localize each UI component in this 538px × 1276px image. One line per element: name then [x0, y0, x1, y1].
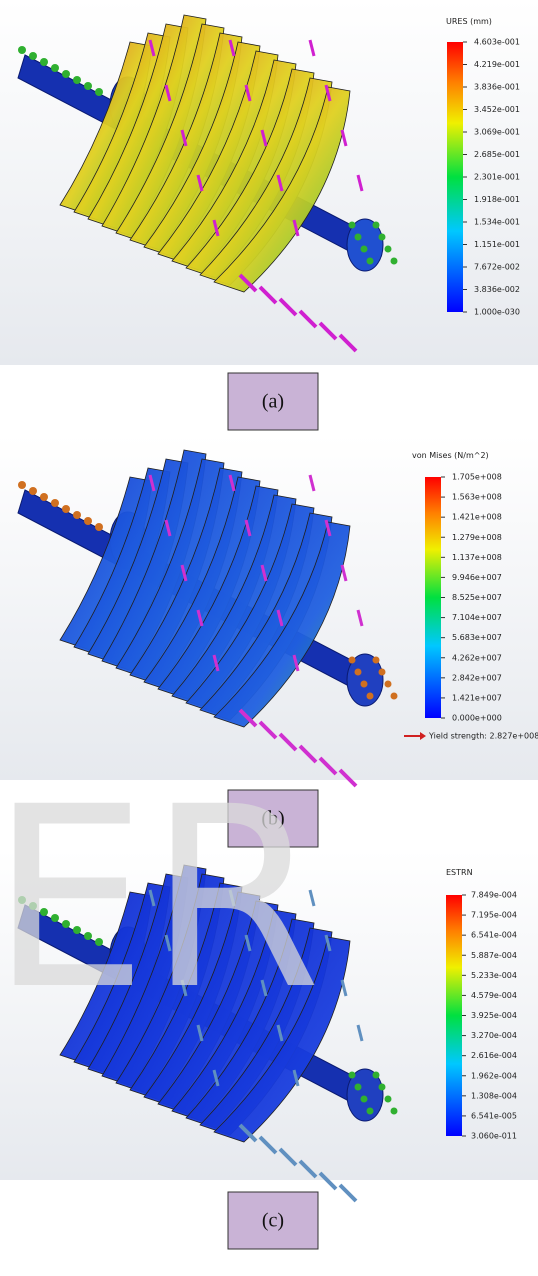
- colorbar-label: 1.962e-004: [471, 1071, 517, 1080]
- fixture: [73, 511, 81, 519]
- colorbar-label: 3.836e-002: [474, 285, 520, 294]
- colorbar-label: 1.308e-004: [471, 1091, 517, 1100]
- colorbar-label: 5.683e+007: [452, 633, 502, 642]
- watermark: ER: [0, 753, 322, 1044]
- colorbar: [425, 477, 441, 718]
- fixture: [18, 46, 26, 54]
- colorbar-label: 3.836e-001: [474, 83, 520, 92]
- fixture: [349, 222, 356, 229]
- colorbar-label: 5.887e-004: [471, 951, 517, 960]
- colorbar-label: 1.534e-001: [474, 218, 520, 227]
- colorbar: [447, 42, 463, 312]
- caption: (a): [262, 391, 284, 413]
- colorbar-label: 2.842e+007: [452, 673, 502, 682]
- colorbar-label: 2.301e-001: [474, 173, 520, 182]
- fixture: [355, 669, 362, 676]
- fixture: [361, 246, 368, 253]
- colorbar: [446, 895, 462, 1136]
- fixture: [361, 681, 368, 688]
- fixture: [355, 234, 362, 241]
- colorbar-label: 1.563e+008: [452, 493, 502, 502]
- fixture: [40, 58, 48, 66]
- colorbar-label: 4.219e-001: [474, 60, 520, 69]
- colorbar-label: 9.946e+007: [452, 573, 502, 582]
- fixture: [349, 1072, 356, 1079]
- colorbar-label: 4.579e-004: [471, 991, 517, 1000]
- load-arrow: [340, 1185, 356, 1201]
- fixture: [367, 1108, 374, 1115]
- fixture: [73, 76, 81, 84]
- colorbar-label: 5.233e-004: [471, 971, 517, 980]
- figure: URES (mm) 4.603e-001 4.219e-001 3.836e-001 3…: [0, 0, 538, 1276]
- colorbar-label: 1.000e-030: [474, 308, 520, 317]
- colorbar-label: 6.541e-005: [471, 1111, 517, 1120]
- colorbar-label: 1.918e-001: [474, 195, 520, 204]
- fixture: [373, 1072, 380, 1079]
- fixture: [373, 222, 380, 229]
- colorbar-label: 1.151e-001: [474, 240, 520, 249]
- fixture: [391, 693, 398, 700]
- fixture: [367, 693, 374, 700]
- fixture: [373, 657, 380, 664]
- fixture: [379, 1084, 386, 1091]
- fixture: [51, 499, 59, 507]
- panels: URES (mm) 4.603e-001 4.219e-001 3.836e-001 3…: [0, 0, 538, 1249]
- colorbar-label: 3.925e-004: [471, 1011, 517, 1020]
- colorbar-label: 3.452e-001: [474, 105, 520, 114]
- fixture: [385, 246, 392, 253]
- colorbar-label: 1.421e+008: [452, 513, 502, 522]
- colorbar-label: 1.705e+008: [452, 473, 502, 482]
- yield-note: Yield strength: 2.827e+008: [428, 732, 538, 741]
- panel: URES (mm) 4.603e-001 4.219e-001 3.836e-001 3…: [0, 0, 538, 430]
- legend-title: ESTRN: [446, 868, 473, 877]
- fixture: [51, 64, 59, 72]
- fixture: [95, 88, 103, 96]
- colorbar-label: 6.541e-004: [471, 931, 517, 940]
- fixture: [355, 1084, 362, 1091]
- colorbar-label: 4.603e-001: [474, 38, 520, 47]
- fixture: [18, 481, 26, 489]
- colorbar-label: 3.069e-001: [474, 128, 520, 137]
- colorbar-label: 7.104e+007: [452, 613, 502, 622]
- colorbar-label: 0.000e+000: [452, 714, 502, 723]
- colorbar-label: 2.685e-001: [474, 150, 520, 159]
- fixture: [62, 70, 70, 78]
- fixture: [391, 1108, 398, 1115]
- colorbar-label: 2.616e-004: [471, 1051, 517, 1060]
- colorbar-label: 7.195e-004: [471, 911, 517, 920]
- colorbar-label: 3.270e-004: [471, 1031, 517, 1040]
- fixture: [29, 487, 37, 495]
- caption: (c): [262, 1210, 284, 1232]
- colorbar-label: 1.421e+007: [452, 693, 502, 702]
- colorbar-label: 1.137e+008: [452, 553, 502, 562]
- fixture: [29, 52, 37, 60]
- colorbar-label: 7.672e-002: [474, 263, 520, 272]
- colorbar-label: 7.849e-004: [471, 891, 517, 900]
- fixture: [84, 82, 92, 90]
- fixture: [391, 258, 398, 265]
- fixture: [62, 505, 70, 513]
- fixture: [40, 493, 48, 501]
- legend-title: von Mises (N/m^2): [412, 451, 489, 460]
- colorbar-label: 1.279e+008: [452, 533, 502, 542]
- fixture: [379, 669, 386, 676]
- fixture: [385, 1096, 392, 1103]
- fixture: [349, 657, 356, 664]
- colorbar-label: 3.060e-011: [471, 1132, 517, 1141]
- fixture: [361, 1096, 368, 1103]
- colorbar-label: 4.262e+007: [452, 653, 502, 662]
- fixture: [84, 517, 92, 525]
- legend-title: URES (mm): [446, 17, 492, 26]
- fixture: [367, 258, 374, 265]
- colorbar-label: 8.525e+007: [452, 593, 502, 602]
- fixture: [379, 234, 386, 241]
- fixture: [385, 681, 392, 688]
- fixture: [95, 523, 103, 531]
